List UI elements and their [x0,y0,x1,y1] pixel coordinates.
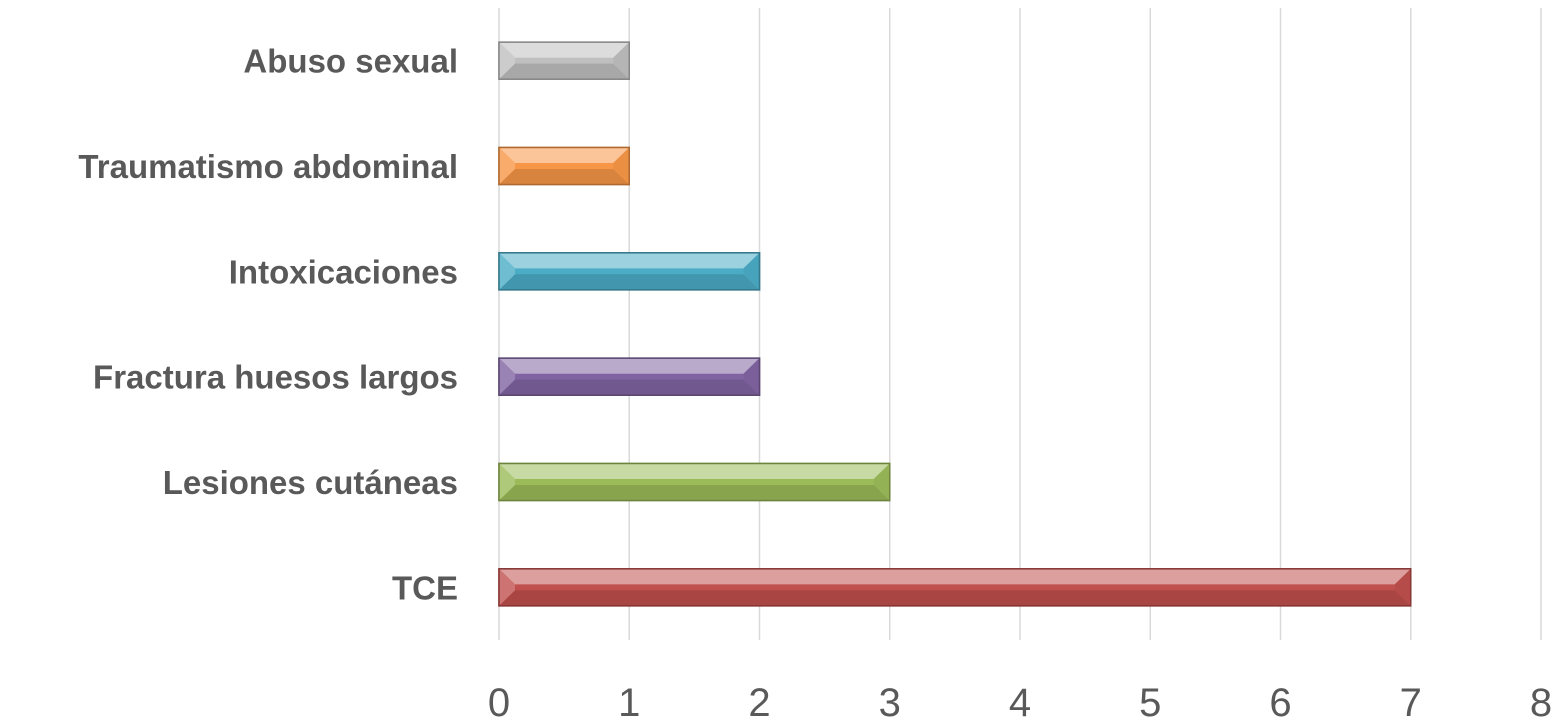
bar-bevel-right [743,252,760,290]
bar-bevel-left [499,252,515,290]
x-tick-label-5: 5 [1139,681,1161,723]
bar-4 [498,252,761,291]
bar-bevel-right [743,358,760,396]
bar-bevel-bottom [499,63,630,80]
gridlines [498,8,1542,640]
bar-bevel-bottom [499,168,630,185]
bar-bevel-bottom [499,484,890,501]
bar-bevel-right [1394,568,1411,606]
bar-bevel-top [499,252,760,269]
category-label: Lesiones cutáneas [163,464,458,501]
bar-bevel-right [613,147,630,185]
bar-3 [498,357,761,396]
bar-1 [498,568,1412,607]
category-label: Intoxicaciones [229,253,458,290]
bar-bevel-left [499,147,515,185]
bar-bevel-left [499,568,515,606]
bar-bevel-right [873,463,890,501]
category-label: TCE [392,569,458,606]
category-label: Abuso sexual [243,43,458,80]
category-labels: TCE Lesiones cutáneas Fractura huesos larg… [78,43,458,607]
x-tick-label-7: 7 [1400,681,1422,723]
bars [498,41,1412,607]
bar-bevel-bottom [499,590,1411,606]
bar-outline [498,462,891,502]
x-tick-label-0: 0 [488,681,510,723]
bar-bevel-top [499,568,1411,585]
category-label: Fractura huesos largos [93,359,458,396]
bar-2 [498,462,891,502]
bar-bevel-right [613,42,630,80]
bar-bevel-top [499,42,630,58]
bar-outline [498,41,630,80]
bar-bevel-left [499,463,515,501]
bar-bevel-top [499,147,630,164]
x-tick-label-2: 2 [748,681,770,723]
x-tick-label-3: 3 [879,681,901,723]
bar-5 [498,146,630,186]
x-axis-tick-labels: 0 1 2 3 4 5 6 7 8 [488,681,1552,723]
x-tick-label-8: 8 [1530,681,1552,723]
x-tick-label-6: 6 [1269,681,1291,723]
bar-bevel-top [499,358,760,374]
bar-bevel-left [499,42,515,80]
bar-6 [498,41,630,80]
bar-outline [498,568,1412,607]
bar-bevel-left [499,358,515,396]
x-tick-label-4: 4 [1009,681,1031,723]
bar-outline [498,357,761,396]
bar-bevel-bottom [499,274,760,290]
bar-outline [498,146,630,186]
category-label: Traumatismo abdominal [78,148,458,185]
x-tick-label-1: 1 [618,681,640,723]
bar-bevel-top [499,463,890,480]
bar-bevel-bottom [499,379,760,396]
bar-outline [498,252,761,291]
